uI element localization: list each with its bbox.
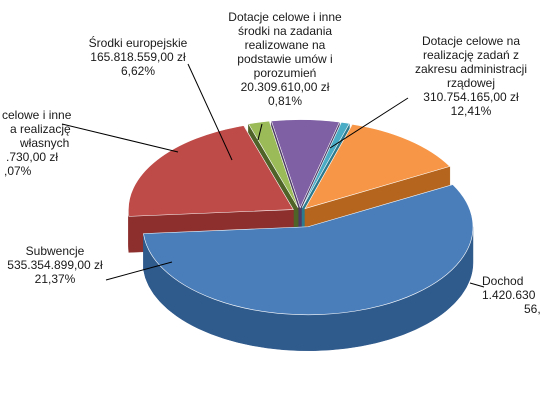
pie-slice (270, 119, 340, 209)
label-celowe-wlasne: celowe i inne a realizację własnych .730… (0, 108, 71, 178)
label-celowe-wlasne-l4: .730,00 zł (6, 150, 59, 164)
label-umowy-l1: Dotacje celowe i inne (228, 10, 342, 24)
label-rzadowe-l4: rządowej (446, 76, 496, 90)
pie-slice (143, 184, 474, 316)
leader-line (61, 123, 179, 153)
label-umowy-percent: 0,81% (267, 94, 303, 108)
label-rzadowe-value: 310.754.165,00 zł (423, 90, 519, 104)
label-rzadowe-percent: 12,41% (450, 104, 492, 118)
label-celowe-wlasne-l1: celowe i inne (2, 108, 72, 122)
label-subwencje-name: Subwencje (25, 244, 85, 258)
label-dochody-percent: 56, (524, 302, 540, 316)
label-umowy-value: 20.309.610,00 zł (240, 80, 330, 94)
label-rzadowe-l3: zakresu administracji (414, 62, 528, 76)
leader-line (105, 261, 173, 281)
label-umowy-l2: środki na zadania (237, 24, 333, 38)
label-rzadowe-l1: Dotacje celowe na (421, 34, 521, 48)
leader-line (187, 63, 233, 161)
label-celowe-wlasne-l3: własnych (20, 136, 70, 150)
label-europejskie-value: 165.818.559,00 zł (90, 50, 186, 64)
label-umowy-l3: realizowane na (244, 38, 326, 52)
leader-line (469, 282, 485, 288)
label-subwencje: Subwencje 535.354.899,00 zł 21,37% (6, 244, 104, 286)
leader-line (257, 123, 263, 141)
label-europejskie-percent: 6,62% (120, 64, 156, 78)
label-umowy: Dotacje celowe i inne środki na zadania … (218, 10, 352, 108)
label-rzadowe-l2: realizację zadań z (422, 48, 520, 62)
label-rzadowe: Dotacje celowe na realizację zadań z zak… (402, 34, 540, 118)
pie-slice (304, 123, 451, 210)
label-dochody-value: 1.420.630 (482, 288, 536, 302)
pie-slice (128, 125, 294, 217)
label-europejskie: Środki europejskie 165.818.559,00 zł 6,6… (78, 36, 198, 78)
label-europejskie-name: Środki europejskie (88, 36, 188, 50)
pie-slice (247, 120, 299, 208)
label-celowe-wlasne-l2: a realizację (10, 122, 71, 136)
label-dochody: Dochod 1.420.630 56, (482, 274, 540, 316)
label-dochody-name: Dochod (482, 274, 524, 288)
label-umowy-l5: porozumień (253, 66, 317, 80)
label-celowe-wlasne-l5: ,07% (4, 164, 32, 178)
label-subwencje-value: 535.354.899,00 zł (7, 258, 103, 272)
label-umowy-l4: podstawie umów i (237, 52, 333, 66)
leader-line (329, 97, 409, 149)
label-subwencje-percent: 21,37% (34, 272, 76, 286)
